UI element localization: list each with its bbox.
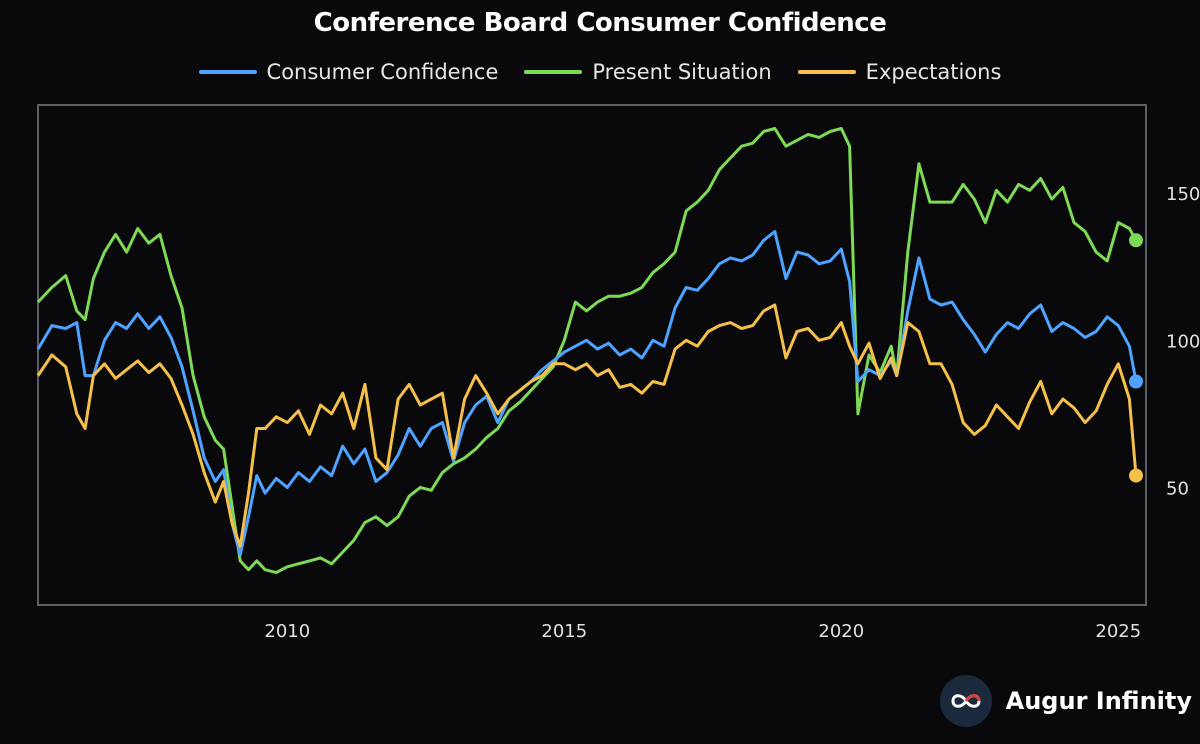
legend-swatch (797, 70, 856, 74)
legend-label: Expectations (865, 60, 1002, 84)
end-marker-present-situation (1129, 233, 1143, 248)
legend-item-consumer-confidence: Consumer Confidence (198, 60, 499, 84)
series-line-present-situation (36, 127, 1138, 575)
y-axis-ticks: 50 100 150 (1166, 184, 1200, 499)
y-tick-label: 150 (1166, 184, 1200, 205)
legend-label: Present Situation (592, 60, 772, 84)
brand-name: Augur Infinity (1005, 687, 1192, 715)
end-markers (1129, 233, 1143, 483)
chart-legend: Consumer Confidence Present Situation Ex… (0, 60, 1200, 84)
x-axis-ticks: 2010 2015 2020 2025 (264, 621, 1141, 642)
infinity-logo-icon (939, 675, 992, 727)
y-tick-label: 50 (1166, 478, 1189, 499)
series-line-consumer-confidence (36, 230, 1138, 557)
legend-swatch (198, 70, 257, 74)
legend-label: Consumer Confidence (266, 60, 499, 84)
x-tick-label: 2020 (818, 621, 864, 642)
end-marker-expectations (1129, 468, 1143, 483)
legend-item-expectations: Expectations (797, 60, 1002, 84)
x-tick-label: 2015 (541, 621, 587, 642)
brand-watermark: Augur Infinity (939, 675, 1192, 727)
x-tick-label: 2025 (1095, 621, 1141, 642)
legend-item-present-situation: Present Situation (524, 60, 772, 84)
plot-area-frame (37, 104, 1147, 606)
chart-title: Conference Board Consumer Confidence (313, 8, 887, 38)
series-line-expectations (36, 303, 1138, 548)
end-marker-consumer-confidence (1129, 374, 1143, 389)
x-tick-label: 2010 (264, 621, 310, 642)
legend-swatch (524, 70, 583, 74)
series-layer (36, 127, 1138, 575)
y-tick-label: 100 (1166, 331, 1200, 352)
